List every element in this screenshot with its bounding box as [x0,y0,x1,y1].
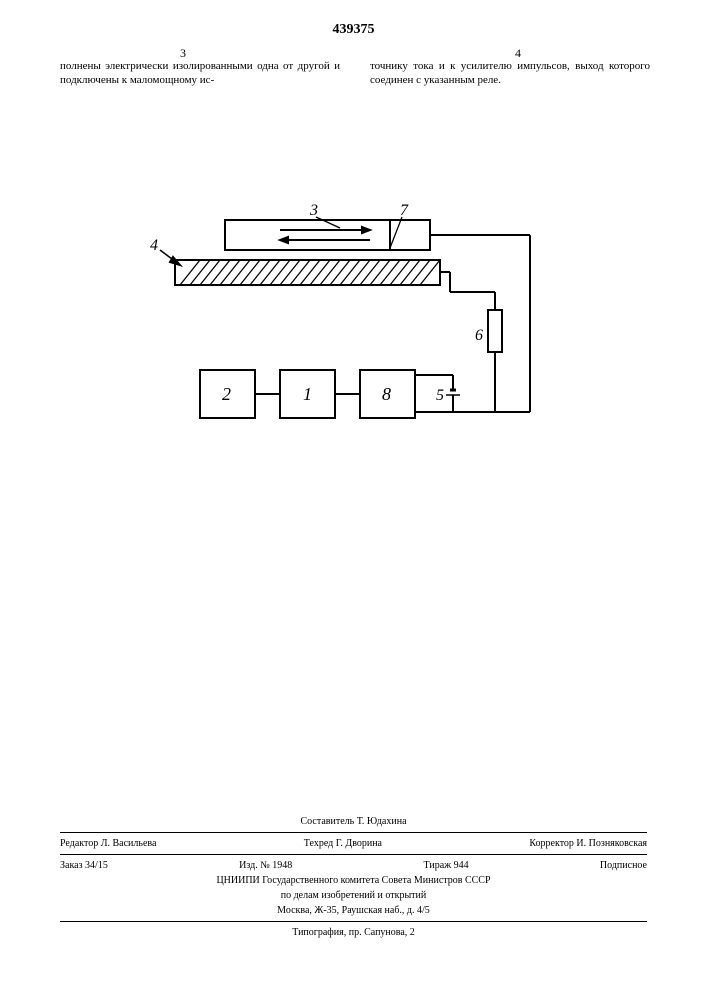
box-2-label: 2 [222,384,231,404]
address-line: Москва, Ж-35, Раушская наб., д. 4/5 [60,903,647,918]
circuit-diagram: 3 7 4 6 5 2 1 8 [140,200,560,480]
footer-block: Составитель Т. Юдахина Редактор Л. Васил… [60,806,647,940]
label-3: 3 [309,202,318,219]
organization-line-1: ЦНИИПИ Государственного комитета Совета … [60,873,647,888]
subscription: Подписное [600,858,647,873]
order-number: Заказ 34/15 [60,858,108,873]
label-4: 4 [150,237,158,254]
editor: Редактор Л. Васильева [60,836,156,851]
label-6: 6 [475,327,483,344]
printing-house: Типография, пр. Сапунова, 2 [292,925,415,940]
column-number-right: 4 [515,46,521,61]
patent-number: 439375 [0,22,707,38]
body-text-left: полнены электрически изолированными одна… [60,60,340,88]
corrector: Корректор И. Позняковская [529,836,647,851]
label-7: 7 [400,202,409,219]
compiler-line: Составитель Т. Юдахина [60,806,647,829]
label-5: 5 [436,387,444,404]
column-number-left: 3 [180,46,186,61]
edition-number: Изд. № 1948 [239,858,292,873]
box-1-label: 1 [303,384,312,404]
box-8-label: 8 [382,384,391,404]
body-text-right: точнику тока и к усилителю импульсов, вы… [370,60,650,88]
circulation: Тираж 944 [424,858,469,873]
organization-line-2: по делам изобретений и открытий [60,888,647,903]
tech-editor: Техред Г. Дворина [304,836,382,851]
